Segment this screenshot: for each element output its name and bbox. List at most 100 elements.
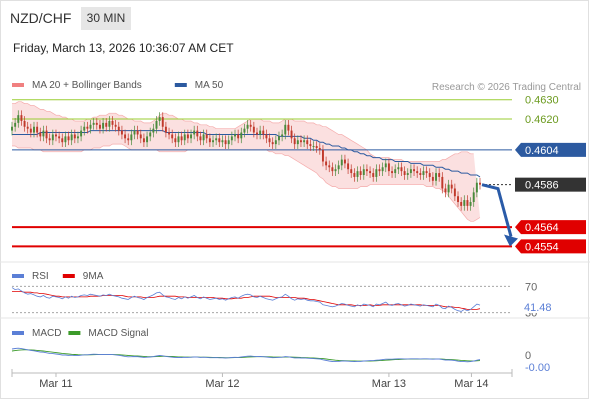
candle-body-34 <box>117 126 120 131</box>
candle-body-94 <box>306 140 309 145</box>
candle-body-100 <box>325 161 328 166</box>
candle-body-71 <box>234 134 236 137</box>
candle-body-91 <box>296 140 299 145</box>
candle-body-42 <box>142 138 145 143</box>
candle-body-83 <box>271 142 274 145</box>
forecast-arrow-line <box>481 183 513 237</box>
macd-legend-swatch-1 <box>68 331 81 335</box>
candle-body-40 <box>136 130 139 135</box>
candle-body-52 <box>174 138 177 143</box>
rsi-value-bg <box>520 301 560 313</box>
candle-body-44 <box>149 132 152 137</box>
candle-body-12 <box>48 138 51 141</box>
candle-body-46 <box>155 120 158 129</box>
price-legend-label-0: MA 20 + Bollinger Bands <box>32 80 142 91</box>
rsi-legend-swatch-0 <box>12 274 24 278</box>
candle-body-67 <box>221 140 224 143</box>
candle-body-26 <box>92 122 95 125</box>
level-0-4554-tag <box>515 239 586 254</box>
candle-body-2 <box>17 115 20 123</box>
candle-body-126 <box>406 173 409 175</box>
rsi-legend-label-0: RSI <box>32 271 49 282</box>
candle-body-73 <box>240 132 243 139</box>
candle-body-66 <box>218 138 221 143</box>
candle-body-122 <box>394 169 397 174</box>
candle-body-74 <box>243 128 246 133</box>
candle-body-87 <box>284 124 287 135</box>
candle-body-53 <box>177 136 180 143</box>
candle-body-13 <box>51 134 54 141</box>
candle-body-141 <box>453 188 456 197</box>
level-0-4564-tag <box>515 220 586 235</box>
candle-body-107 <box>347 163 350 170</box>
candle-body-31 <box>108 120 111 127</box>
level-0-4586-tag <box>515 177 586 192</box>
timeframe-button[interactable]: 30 MIN <box>81 7 131 30</box>
candle-body-1 <box>14 122 17 127</box>
candle-body-28 <box>98 124 101 129</box>
candle-body-140 <box>450 184 453 189</box>
candle-body-59 <box>196 130 199 137</box>
x-tick-label-3: Mar 14 <box>454 378 488 390</box>
price-legend-swatch-0 <box>12 83 24 87</box>
candle-body-6 <box>29 128 32 133</box>
candle-body-105 <box>340 159 343 166</box>
level-0-4586-label: 0.4586 <box>525 180 559 192</box>
candle-body-98 <box>318 147 321 150</box>
candle-body-113 <box>365 169 368 172</box>
candle-body-133 <box>428 173 431 177</box>
candle-body-125 <box>403 171 406 175</box>
candle-body-123 <box>397 167 400 170</box>
candle-body-147 <box>472 192 475 203</box>
candle-body-54 <box>180 136 183 141</box>
candle-body-57 <box>190 134 193 139</box>
candle-body-92 <box>299 140 302 143</box>
currency-pair-title: NZD/CHF <box>10 10 72 26</box>
candle-body-142 <box>457 196 459 203</box>
bollinger-band-area <box>12 101 480 222</box>
candle-body-30 <box>105 122 108 127</box>
candle-body-62 <box>205 134 208 139</box>
candle-body-3 <box>20 115 23 121</box>
candle-body-138 <box>444 188 447 193</box>
candle-body-81 <box>265 134 268 139</box>
rsi-legend-label-1: 9MA <box>83 271 104 282</box>
candle-body-36 <box>124 134 127 139</box>
candle-body-11 <box>45 130 48 139</box>
x-tick-label-1: Mar 12 <box>205 378 239 390</box>
candle-body-128 <box>413 169 416 172</box>
candle-body-39 <box>133 130 136 135</box>
candle-body-23 <box>83 126 86 131</box>
candle-body-139 <box>447 184 450 193</box>
candle-body-43 <box>146 136 149 143</box>
candle-body-144 <box>463 200 466 206</box>
candle-body-17 <box>64 136 67 143</box>
level-0-4604-tag <box>515 142 586 157</box>
candle-body-109 <box>353 173 356 177</box>
macd-value-label: -0.00 <box>525 362 550 374</box>
candle-body-63 <box>208 138 211 143</box>
candle-body-29 <box>102 122 105 129</box>
rsi-value-label: 41.48 <box>524 302 552 314</box>
candle-body-124 <box>400 167 403 172</box>
candle-body-89 <box>290 130 293 139</box>
rsi-line <box>11 287 481 312</box>
candle-body-95 <box>309 144 312 147</box>
candle-body-9 <box>39 132 42 137</box>
candle-body-21 <box>76 136 79 139</box>
candle-body-99 <box>321 149 324 162</box>
candle-body-110 <box>356 171 359 177</box>
candle-body-75 <box>246 124 249 129</box>
candle-body-134 <box>431 176 434 181</box>
candle-body-79 <box>259 130 262 135</box>
forecast-arrow-head <box>504 234 518 247</box>
candle-body-76 <box>249 124 252 127</box>
candle-body-121 <box>391 171 394 174</box>
candle-body-143 <box>460 202 463 206</box>
candle-body-55 <box>183 134 186 141</box>
candle-body-4 <box>23 120 26 127</box>
candle-body-112 <box>362 169 365 175</box>
candle-body-0 <box>11 126 13 131</box>
candle-body-96 <box>312 146 315 148</box>
